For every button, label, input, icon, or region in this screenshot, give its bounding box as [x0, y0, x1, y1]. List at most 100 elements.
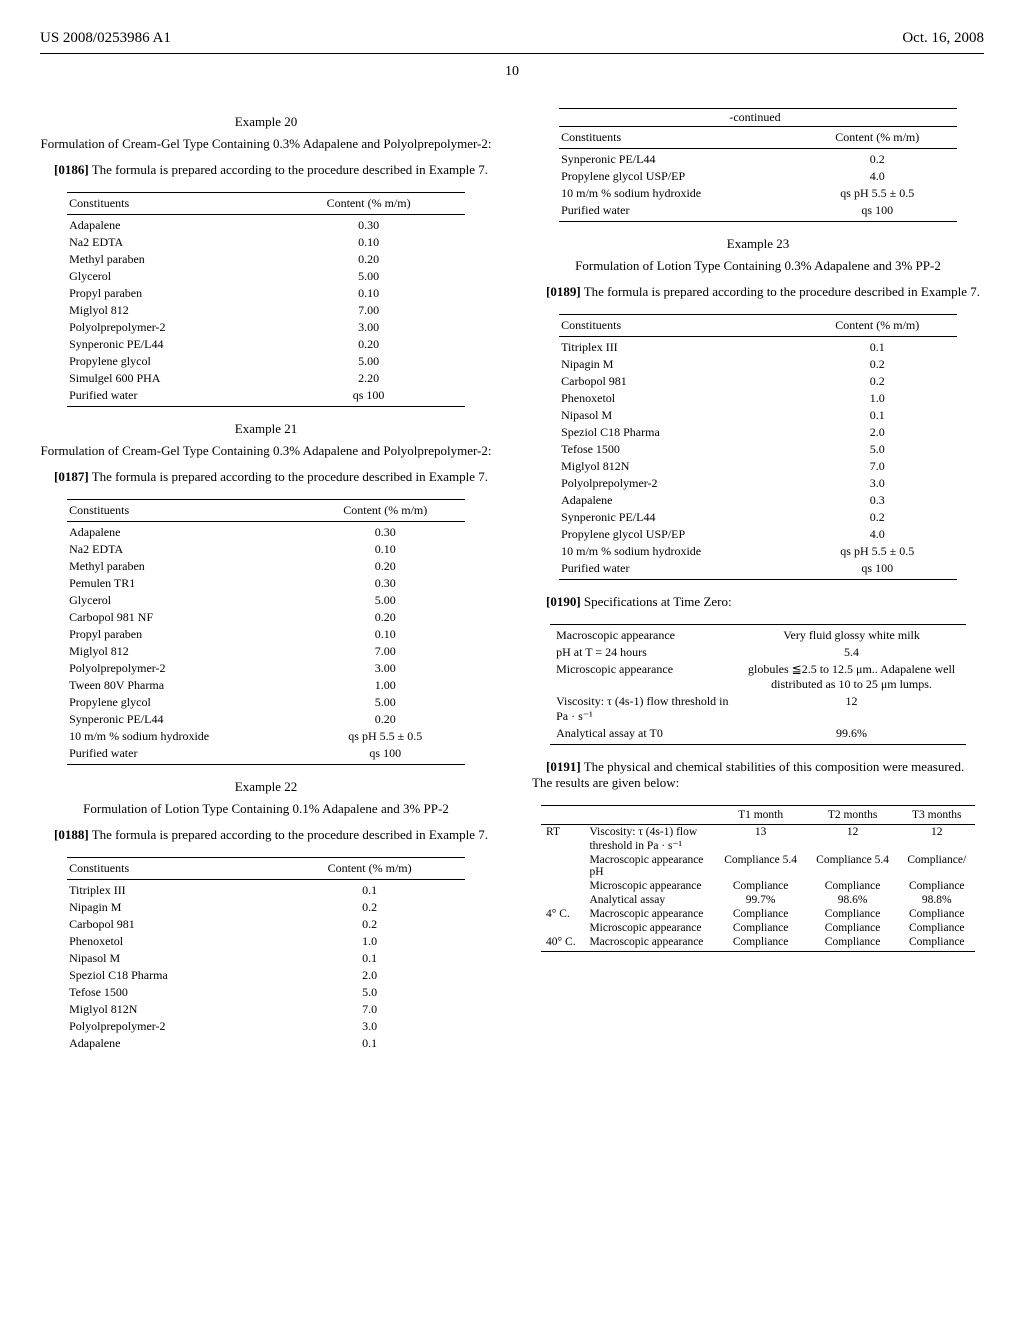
constituent-value: 1.0 [280, 933, 465, 950]
constituent-name: Adapalene [559, 492, 804, 509]
table-row: Nipagin M0.2 [67, 899, 465, 916]
table-row: Synperonic PE/L440.20 [67, 711, 465, 728]
table-row: 40° C.Macroscopic appearanceComplianceCo… [541, 935, 975, 952]
example-title: Example 22 [40, 779, 492, 795]
constituent-value: 3.0 [804, 475, 957, 492]
table-row: Titriplex III0.1 [559, 337, 957, 357]
constituent-name: Simulgel 600 PHA [67, 370, 278, 387]
constituent-value: 5.0 [804, 441, 957, 458]
constituent-name: Propyl paraben [67, 285, 278, 302]
constituent-name: Propylene glycol USP/EP [559, 526, 804, 543]
table-row: Purified waterqs 100 [67, 745, 465, 765]
table-row: Tefose 15005.0 [67, 984, 465, 1001]
constituent-value: 0.1 [804, 407, 957, 424]
constituent-name: Carbopol 981 [67, 916, 280, 933]
constituent-name: Synperonic PE/L44 [67, 711, 312, 728]
constituent-name: Synperonic PE/L44 [67, 336, 278, 353]
constituent-name: Purified water [67, 387, 278, 407]
t3-value: 98.8% [899, 893, 975, 907]
table-row: Nipasol M0.1 [559, 407, 957, 424]
table-row: Phenoxetol1.0 [559, 390, 957, 407]
para-ref: [0189] [546, 284, 581, 299]
constituent-value: qs pH 5.5 ± 0.5 [804, 543, 957, 560]
table-header: Content (% m/m) [280, 858, 465, 880]
property-label: Microscopic appearance [584, 921, 714, 935]
constituent-value: 1.00 [312, 677, 465, 694]
table-row: Propylene glycol USP/EP4.0 [559, 526, 957, 543]
property-label: Macroscopic appearance [584, 935, 714, 952]
formulation-table-ex22: ConstituentsContent (% m/m)Titriplex III… [67, 857, 465, 1052]
t2-value: 98.6% [807, 893, 899, 907]
table-row: Tefose 15005.0 [559, 441, 957, 458]
para-text: The formula is prepared according to the… [92, 827, 488, 842]
spec-value: Very fluid glossy white milk [737, 625, 966, 645]
table-row: Purified waterqs 100 [559, 202, 957, 222]
t3-value: Compliance [899, 921, 975, 935]
t3-value: 12 [899, 825, 975, 854]
table-row: Na2 EDTA0.10 [67, 234, 465, 251]
constituent-name: Nipasol M [67, 950, 280, 967]
constituent-name: Tefose 1500 [559, 441, 804, 458]
stability-table: T1 monthT2 monthsT3 monthsRTViscosity: τ… [541, 805, 975, 952]
constituent-value: 4.0 [804, 168, 957, 185]
t1-value: Compliance [715, 879, 807, 893]
constituent-name: 10 m/m % sodium hydroxide [559, 185, 804, 202]
constituent-name: Titriplex III [67, 880, 280, 900]
constituent-value: 5.00 [312, 592, 465, 609]
constituent-name: Tefose 1500 [67, 984, 280, 1001]
table-row: Nipasol M0.1 [67, 950, 465, 967]
constituent-name: Tween 80V Pharma [67, 677, 312, 694]
para-ref: [0188] [54, 827, 89, 842]
table-row: 10 m/m % sodium hydroxideqs pH 5.5 ± 0.5 [559, 185, 957, 202]
continued-label: -continued [559, 109, 957, 127]
constituent-value: 5.00 [278, 353, 465, 370]
condition-label [541, 879, 584, 893]
constituent-value: 5.00 [312, 694, 465, 711]
table-row: Propylene glycol5.00 [67, 694, 465, 711]
table-row: Adapalene0.1 [67, 1035, 465, 1052]
constituent-name: Polyolprepolymer-2 [67, 1018, 280, 1035]
table-row: Synperonic PE/L440.2 [559, 509, 957, 526]
constituent-name: Propylene glycol [67, 353, 278, 370]
condition-label: 40° C. [541, 935, 584, 952]
constituent-value: 1.0 [804, 390, 957, 407]
table-header: Constituents [67, 858, 280, 880]
table-row: Carbopol 9810.2 [67, 916, 465, 933]
example-subtitle: Formulation of Lotion Type Containing 0.… [40, 801, 492, 817]
table-row: Speziol C18 Pharma2.0 [67, 967, 465, 984]
constituent-name: Pemulen TR1 [67, 575, 312, 592]
constituent-value: 0.10 [278, 234, 465, 251]
example-subtitle: Formulation of Cream-Gel Type Containing… [40, 443, 492, 459]
constituent-value: 0.30 [312, 575, 465, 592]
t3-value: Compliance [899, 935, 975, 952]
constituent-value: 7.0 [280, 1001, 465, 1018]
table-header [541, 806, 584, 825]
table-header: Constituents [559, 315, 804, 337]
table-row: Pemulen TR10.30 [67, 575, 465, 592]
table-row: Carbopol 9810.2 [559, 373, 957, 390]
constituent-name: Synperonic PE/L44 [559, 149, 804, 169]
constituent-value: 0.2 [280, 899, 465, 916]
table-header: Constituents [559, 127, 804, 149]
constituent-name: Synperonic PE/L44 [559, 509, 804, 526]
constituent-name: Titriplex III [559, 337, 804, 357]
t2-value: Compliance [807, 879, 899, 893]
constituent-value: 0.10 [312, 626, 465, 643]
table-row: 10 m/m % sodium hydroxideqs pH 5.5 ± 0.5 [559, 543, 957, 560]
constituent-value: 2.20 [278, 370, 465, 387]
constituent-name: Nipagin M [67, 899, 280, 916]
constituent-name: Methyl paraben [67, 558, 312, 575]
constituent-name: Propylene glycol USP/EP [559, 168, 804, 185]
t2-value: Compliance [807, 921, 899, 935]
constituent-name: Phenoxetol [559, 390, 804, 407]
constituent-name: Purified water [67, 745, 312, 765]
constituent-value: 7.0 [804, 458, 957, 475]
property-label: Macroscopic appearance pH [584, 853, 714, 879]
constituent-value: 0.1 [804, 337, 957, 357]
table-row: Adapalene0.30 [67, 522, 465, 542]
paragraph: [0189] The formula is prepared according… [532, 284, 984, 300]
t1-value: Compliance 5.4 [715, 853, 807, 879]
constituent-value: 7.00 [312, 643, 465, 660]
table-row: Polyolprepolymer-23.0 [559, 475, 957, 492]
constituent-value: 0.2 [804, 356, 957, 373]
